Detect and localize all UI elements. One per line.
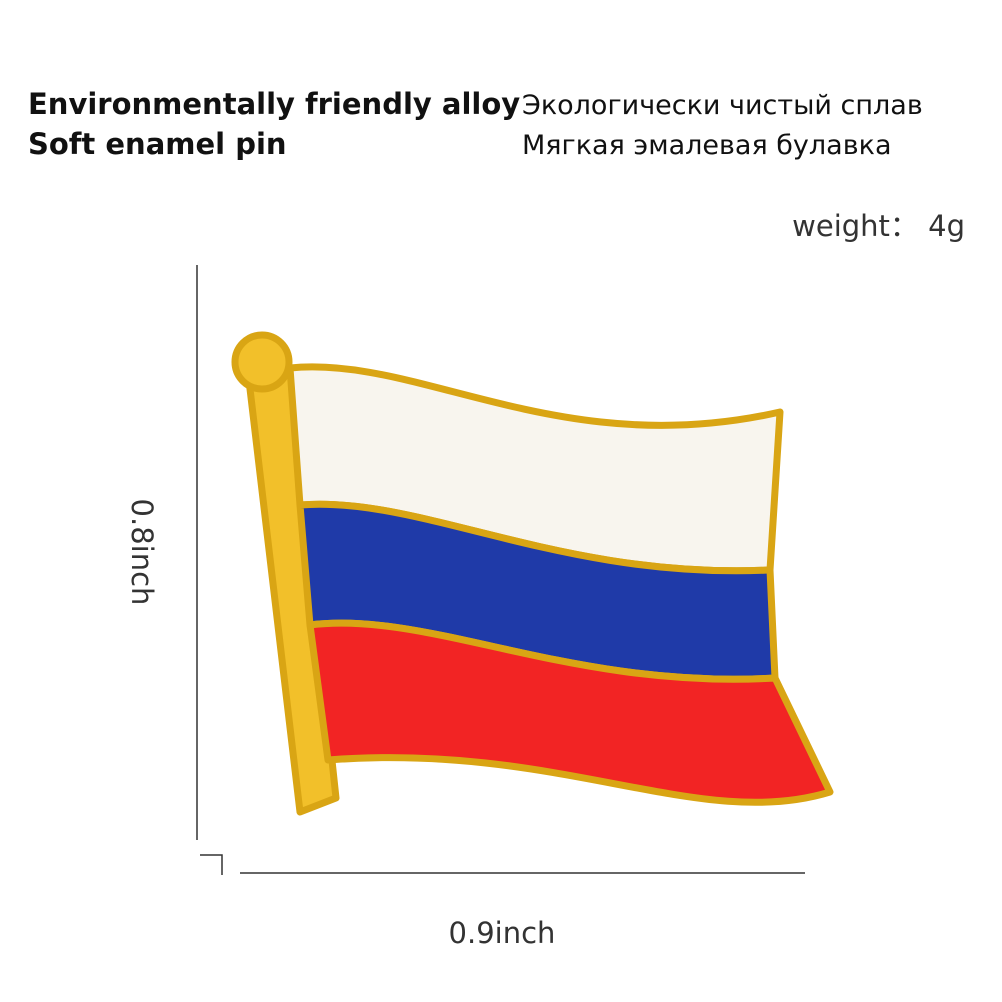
flag-pin bbox=[231, 331, 834, 816]
width-label: 0.9inch bbox=[449, 916, 556, 950]
height-label: 0.8inch bbox=[125, 499, 159, 606]
feature-text: Экологически чистый сплав bbox=[522, 90, 923, 121]
feature-text: Мягкая эмалевая булавка bbox=[522, 130, 891, 161]
weight-label: weight： 4g bbox=[792, 209, 965, 243]
red-stripe bbox=[306, 619, 834, 806]
pole-top bbox=[231, 331, 293, 393]
feature-text: Environmentally friendly alloy bbox=[28, 87, 520, 121]
corner-mark bbox=[200, 854, 223, 875]
feature-text: Soft enamel pin bbox=[28, 127, 287, 161]
